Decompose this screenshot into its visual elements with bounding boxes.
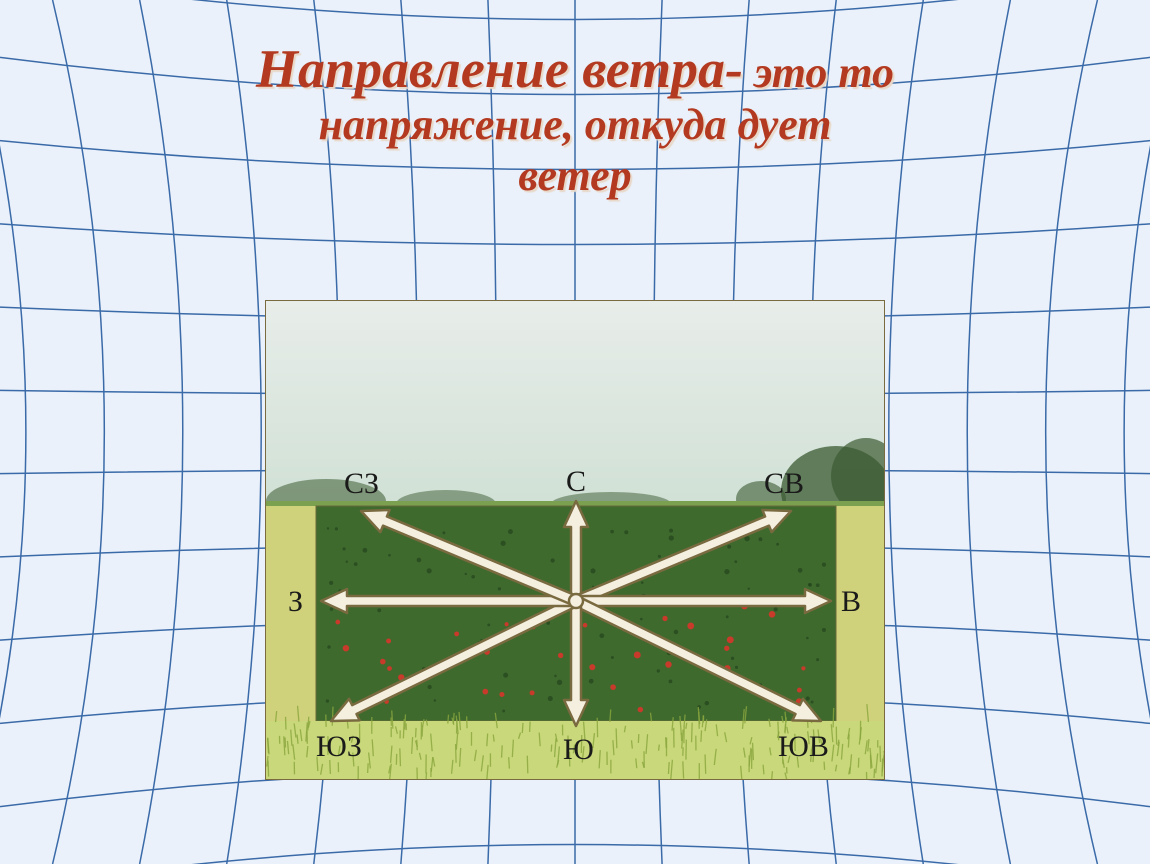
svg-text:ЮЗ: ЮЗ bbox=[316, 730, 362, 763]
title-part-large: Направление ветра- bbox=[256, 39, 743, 99]
title-line-3: ветер bbox=[48, 151, 1102, 202]
svg-text:ЮВ: ЮВ bbox=[778, 730, 829, 763]
slide-title: Направление ветра- это то напряжение, от… bbox=[0, 38, 1150, 201]
title-part-small-1: это то bbox=[743, 48, 894, 97]
wind-direction-figure: С СВ В ЮВ Ю ЮЗ З СЗ bbox=[265, 300, 885, 780]
svg-text:В: В bbox=[841, 585, 861, 618]
svg-text:СВ: СВ bbox=[764, 467, 804, 500]
svg-text:СЗ: СЗ bbox=[344, 467, 379, 500]
svg-text:З: З bbox=[288, 585, 303, 618]
title-line-2: напряжение, откуда дует bbox=[48, 100, 1102, 151]
svg-text:С: С bbox=[566, 465, 586, 498]
svg-text:Ю: Ю bbox=[563, 733, 594, 766]
